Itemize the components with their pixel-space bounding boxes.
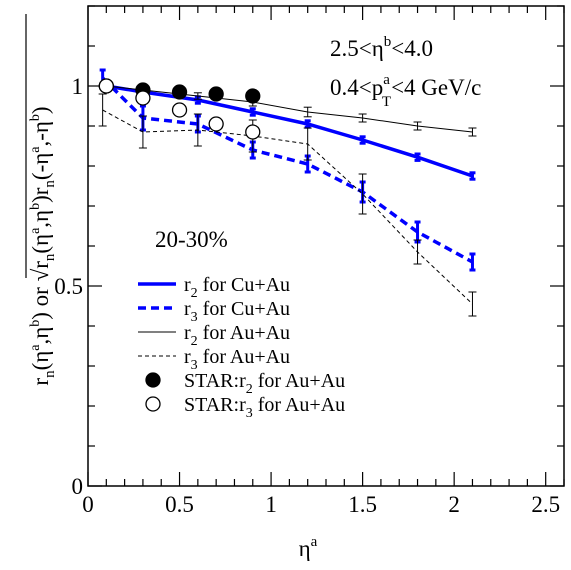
series-line (106, 85, 473, 133)
legend-label-base: r (184, 298, 191, 320)
sqrt-args1-sup2: b (28, 203, 43, 210)
legend-label-sub: 2 (191, 334, 198, 349)
pt-range-post: <4 GeV/c (391, 75, 481, 100)
series-line (102, 109, 473, 305)
legend-item-4: STAR:r2 for Au+Au (145, 370, 345, 397)
x-tick-label: 0 (82, 492, 94, 517)
axis-ticks (87, 5, 565, 487)
sqrt-r1-sub: n (42, 253, 58, 261)
series-5 (98, 78, 261, 140)
legend-label: r3 for Cu+Au (184, 298, 290, 325)
data-point (98, 78, 114, 94)
pt-range-pre: 0.4<p (330, 75, 383, 100)
data-point (208, 86, 224, 102)
legend-label: r3 for Au+Au (184, 346, 290, 373)
pt-range-sub: T (382, 94, 391, 110)
series-3 (98, 93, 477, 317)
legend-label: r2 for Cu+Au (184, 274, 290, 301)
sqrt-args2-sup2: b (28, 114, 43, 121)
sqrt-args1-sup1: a (28, 227, 43, 234)
legend-item-3: r3 for Au+Au (138, 346, 290, 373)
legend-label-rest: for Cu+Au (198, 274, 290, 296)
sqrt-args2-close: ) (28, 106, 53, 114)
legend-label-rest: for Cu+Au (198, 298, 290, 320)
eta-range-sup: b (384, 34, 392, 50)
legend-label-rest: for Au+Au (253, 370, 345, 392)
legend-label-base: STAR:r (184, 370, 246, 392)
ylabel-mid: ,η (28, 327, 53, 345)
sqrt-args2: (-η (28, 153, 53, 180)
legend-label-sub: 2 (246, 382, 253, 397)
legend-label-base: r (184, 322, 191, 344)
sqrt-args1-close: )r (28, 187, 53, 203)
pt-range-sup: a (383, 72, 390, 88)
legend-item-1: r3 for Cu+Au (138, 298, 290, 325)
eta-range-annotation: 2.5<ηb<4.0 (330, 34, 433, 61)
legend-label-base: r (184, 274, 191, 296)
x-axis-title-sup: a (311, 534, 318, 550)
x-axis-title-base: η (299, 536, 311, 561)
legend-item-2: r2 for Au+Au (138, 322, 290, 349)
centrality-annotation: 20-30% (155, 227, 228, 252)
data-point (245, 124, 261, 140)
x-tick-label: 0.5 (165, 492, 194, 517)
legend-label-sub: 3 (191, 358, 198, 373)
ylabel-close: ) or (28, 281, 53, 319)
ylabel-sup2: b (28, 320, 43, 327)
sqrt-r2-sub: n (42, 180, 58, 188)
sqrt-r1: r (28, 261, 53, 269)
y-tick-label: 0.5 (54, 274, 83, 299)
eta-range-post: <4.0 (391, 36, 433, 61)
x-tick-label: 2 (448, 492, 460, 517)
eta-range-pre: 2.5<η (330, 36, 384, 61)
sqrt-sign: √ (28, 268, 53, 281)
legend-label-rest: for Au+Au (253, 394, 345, 416)
y-tick-label: 0 (72, 474, 84, 499)
pt-range-annotation: 0.4<pa T<4 GeV/c (330, 72, 481, 110)
legend-label-sub: 2 (191, 286, 198, 301)
ylabel-args: (η (28, 351, 53, 371)
legend-label-base: STAR:r (184, 394, 246, 416)
sqrt-args2-mid: ,-η (28, 121, 53, 146)
sqrt-args1-mid: ,η (28, 210, 53, 228)
legend-label: STAR:r2 for Au+Au (184, 370, 345, 397)
data-point (171, 84, 188, 100)
ylabel-r-sub: n (42, 370, 58, 378)
legend-item-5: STAR:r3 for Au+Au (145, 394, 345, 421)
x-tick-label: 2.5 (531, 492, 560, 517)
ylabel-r: r (28, 378, 53, 386)
legend-label-sub: 3 (191, 310, 198, 325)
legend-label-rest: for Au+Au (198, 322, 290, 344)
data-point (135, 90, 151, 106)
tick-labels: 0 0.5 1 1.5 2 2.5 0 0.5 1 (54, 74, 560, 517)
y-tick-label: 1 (72, 74, 84, 99)
data-point (245, 88, 261, 104)
series-layer (98, 68, 477, 317)
y-axis-title: rn(ηa,ηb) or √rn(ηa,ηb)rn(-ηa,-ηb) (25, 14, 58, 386)
legend-label-sub: 3 (246, 406, 253, 421)
series-line (101, 76, 474, 264)
x-axis-title: ηa (299, 534, 318, 561)
legend-label-base: r (184, 346, 191, 368)
data-point (208, 116, 224, 132)
svg-text:rn(ηa,ηb) or √rn(ηa,ηb)rn(-ηa,: rn(ηa,ηb) or √rn(ηa,ηb)rn(-ηa,-ηb) (28, 106, 58, 385)
sqrt-args1: (η (28, 234, 53, 254)
legend-label: STAR:r3 for Au+Au (184, 394, 345, 421)
legend-label: r2 for Au+Au (184, 322, 290, 349)
legend-item-0: r2 for Cu+Au (138, 274, 290, 301)
legend-marker (145, 396, 161, 412)
x-tick-label: 1 (265, 492, 277, 517)
ylabel-sup1: a (28, 344, 43, 351)
legend-marker (145, 372, 161, 388)
series-line (106, 84, 474, 178)
data-point (171, 102, 188, 118)
sqrt-args2-sup1: a (28, 146, 43, 153)
x-tick-label: 1.5 (348, 492, 377, 517)
legend-label-rest: for Au+Au (198, 346, 290, 368)
